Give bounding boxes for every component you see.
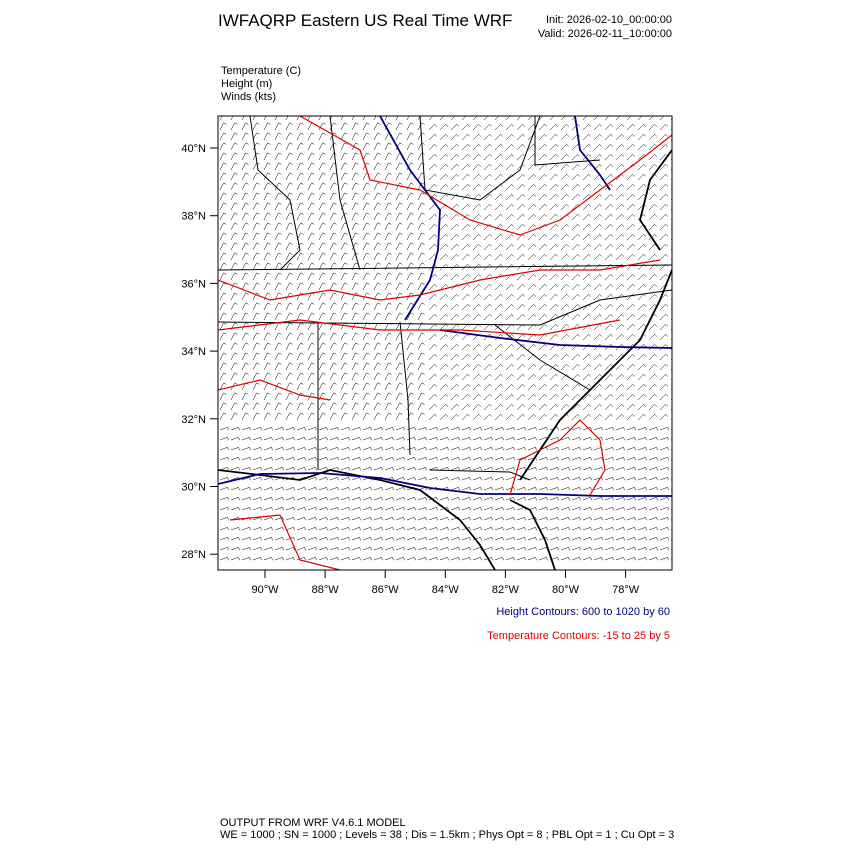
boundaries	[218, 116, 672, 570]
field-label: Winds (kts)	[221, 91, 276, 103]
lon-label: 80°W	[552, 584, 580, 596]
lon-label: 86°W	[372, 584, 400, 596]
valid-time: Valid: 2026-02-11_10:00:00	[538, 28, 672, 40]
lat-label: 32°N	[181, 414, 206, 426]
height-contours	[218, 116, 672, 497]
field-label: Height (m)	[221, 78, 272, 90]
init-time: Init: 2026-02-10_00:00:00	[546, 14, 672, 26]
lat-label: 28°N	[181, 549, 206, 561]
map-area	[218, 116, 672, 570]
lat-label: 36°N	[181, 278, 206, 290]
ticks: 40°N 38°N 36°N 34°N 32°N 30°N 28°N 90°W 88°W 86°W…	[181, 143, 639, 596]
lon-label: 82°W	[492, 584, 520, 596]
lat-label: 34°N	[181, 346, 206, 358]
lon-label: 90°W	[251, 584, 279, 596]
temperature-contour-note: Temperature Contours: -15 to 25 by 5	[487, 630, 670, 642]
temperature-contours	[218, 116, 672, 570]
title: IWFAQRP Eastern US Real Time WRF	[218, 11, 512, 30]
lon-label: 84°W	[432, 584, 460, 596]
lon-label: 78°W	[612, 584, 640, 596]
height-contour-note: Height Contours: 600 to 1020 by 60	[496, 606, 670, 618]
lat-label: 40°N	[181, 143, 206, 155]
wind-barbs	[219, 116, 672, 561]
field-label: Temperature (C)	[221, 65, 301, 77]
footer-line: OUTPUT FROM WRF V4.6.1 MODEL	[220, 817, 406, 829]
lon-label: 88°W	[312, 584, 340, 596]
lat-label: 30°N	[181, 482, 206, 494]
footer-line: WE = 1000 ; SN = 1000 ; Levels = 38 ; Di…	[220, 829, 674, 841]
lat-label: 38°N	[181, 211, 206, 223]
